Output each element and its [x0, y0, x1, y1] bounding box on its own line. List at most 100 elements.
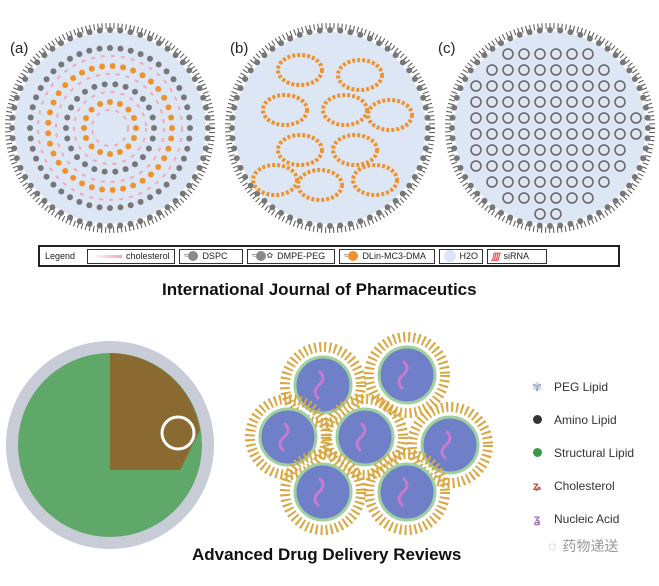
lipid-head: [109, 186, 116, 193]
lipid-head: [626, 67, 633, 74]
lipid-head: [202, 104, 209, 111]
lipid-head: [112, 81, 119, 88]
lipid-head: [392, 52, 399, 59]
lnp-diagram-a: [5, 23, 215, 233]
micelle: [534, 112, 546, 124]
lipid-head: [489, 45, 496, 52]
lipid-head: [137, 51, 144, 58]
lipid-head: [33, 155, 40, 162]
lipid-head: [86, 220, 93, 227]
lipid-head: [58, 40, 64, 47]
lipid-head: [76, 31, 83, 38]
cutaway-core: [110, 353, 200, 470]
lipid-head: [107, 205, 113, 211]
micelle: [550, 64, 562, 76]
lipid-tails: [225, 23, 435, 233]
lipid-head: [161, 155, 168, 162]
lipid-head: [67, 35, 74, 42]
lipid-head: [27, 135, 34, 142]
peg-corona: [245, 394, 331, 480]
micelle: [502, 96, 514, 108]
micelle: [566, 192, 578, 204]
lipid-head: [27, 67, 34, 74]
lnp-cutaway-sphere: [6, 341, 214, 549]
lipid-head: [406, 182, 413, 189]
lipid-head: [50, 68, 57, 75]
lipid-head: [287, 35, 294, 42]
sirna-layer: [91, 109, 129, 147]
lipid-head: [507, 214, 514, 221]
lipid-head: [474, 190, 481, 197]
lipid-head: [231, 104, 238, 111]
lipid-head: [231, 145, 238, 152]
lipid-head: [204, 114, 211, 121]
lipid-head: [237, 85, 244, 92]
micelle: [486, 80, 498, 92]
lipid-head: [37, 85, 44, 91]
lipid-head: [205, 125, 211, 131]
lipid-head: [200, 155, 207, 162]
lipid-head: [411, 76, 418, 82]
lipid-head: [70, 75, 77, 82]
lipid-head: [99, 186, 106, 193]
lipid-head: [165, 104, 172, 111]
lipid-head: [147, 78, 154, 85]
lipid-head: [233, 94, 240, 101]
lipid-head: [526, 220, 533, 227]
lnp-particle: [335, 407, 395, 467]
dmpe-peg-icon: ≈ ✿: [252, 251, 274, 261]
lipid-head: [74, 95, 81, 102]
lipid-head: [462, 174, 469, 180]
lipid-head: [457, 85, 464, 92]
lipid-head: [254, 59, 261, 66]
micelle: [598, 96, 610, 108]
lipid-head: [619, 59, 626, 66]
lipid-head: [327, 223, 333, 229]
micelle: [582, 176, 594, 188]
lipid-head: [145, 145, 152, 152]
lipid-head: [422, 145, 429, 152]
lipid-head: [133, 125, 139, 131]
lipid-head: [612, 52, 619, 59]
panel-label-a: (a): [10, 40, 29, 57]
micelle: [534, 48, 546, 60]
lipid-head: [82, 134, 89, 141]
lipid-head: [17, 85, 24, 92]
lipid-head: [406, 67, 413, 74]
micelle: [598, 144, 610, 156]
lipid-head: [64, 114, 71, 121]
micelle: [614, 96, 626, 108]
lipid-head: [287, 214, 294, 221]
lipid-head: [86, 47, 93, 54]
lipid-head: [399, 59, 406, 66]
lipid-head: [489, 204, 496, 211]
particle-core: [14, 32, 206, 224]
lipid-head: [155, 86, 162, 93]
lipid-head: [536, 222, 543, 229]
dspc-icon: ≈: [184, 251, 199, 261]
lipid-head: [424, 114, 431, 121]
lipid-head: [112, 168, 119, 175]
lipid-head: [626, 182, 633, 189]
peg-corona: [364, 449, 450, 535]
lipid-head: [347, 220, 354, 227]
lipid-head: [172, 197, 179, 204]
lipid-head: [147, 194, 153, 201]
lnp-particle: [293, 462, 353, 522]
lipid-head: [117, 204, 124, 211]
micelle: [502, 80, 514, 92]
lipid-head: [586, 214, 593, 221]
lipid-head: [47, 140, 54, 147]
micelle: [534, 208, 546, 220]
peg-corona: [280, 449, 366, 535]
micelle: [470, 96, 482, 108]
lipid-head: [202, 145, 209, 152]
lipid-head: [63, 125, 69, 131]
lipid-head: [180, 155, 187, 162]
micelle: [566, 64, 578, 76]
lipid-head: [116, 149, 123, 156]
lipid-head: [425, 125, 431, 131]
lipid-head: [357, 218, 364, 225]
lipid-head: [29, 145, 36, 152]
lipid-head: [604, 204, 611, 211]
